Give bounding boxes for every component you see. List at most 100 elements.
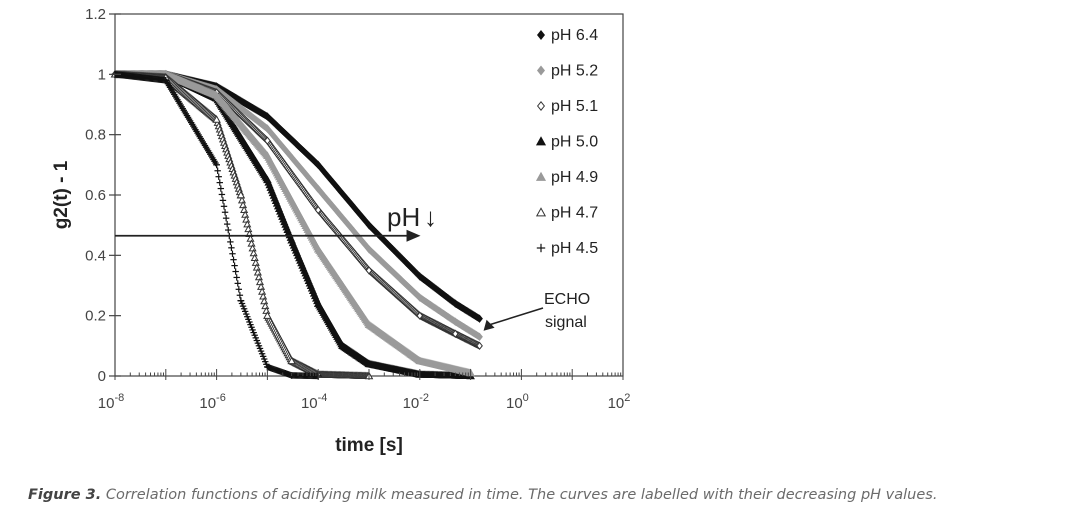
legend-label: pH 4.9 <box>551 169 598 186</box>
data-point <box>364 320 374 328</box>
data-point <box>236 292 244 299</box>
ph-arrowhead-icon <box>406 229 421 242</box>
caption-text: Correlation functions of acidifying milk… <box>101 487 938 503</box>
legend-item: pH 6.4 <box>536 27 598 44</box>
data-point <box>212 91 221 99</box>
legend-label: pH 4.5 <box>551 240 598 257</box>
legend-item: pH 4.7 <box>535 205 598 222</box>
data-point <box>216 179 223 186</box>
data-point <box>162 76 170 84</box>
figure-caption: Figure 3. Correlation functions of acidi… <box>28 487 1068 503</box>
data-point <box>219 197 227 204</box>
y-tick-label: 0.2 <box>85 308 106 325</box>
data-point <box>222 214 230 222</box>
data-point <box>451 317 459 326</box>
legend-label: pH 4.7 <box>551 205 598 222</box>
legend-marker <box>536 29 546 41</box>
data-point <box>214 167 221 174</box>
data-point <box>235 286 243 293</box>
echo-arrow-line <box>489 307 544 326</box>
data-point <box>264 112 271 121</box>
legend-label: pH 6.4 <box>551 27 598 44</box>
data-point <box>264 136 271 145</box>
data-point <box>364 359 374 368</box>
y-tick-label: 0.8 <box>85 127 106 144</box>
data-point <box>451 329 459 338</box>
data-marks <box>110 69 483 380</box>
series-pH-6_4 <box>111 70 483 323</box>
y-tick-label: 1.2 <box>85 6 106 23</box>
data-point <box>263 311 272 319</box>
data-point <box>236 190 246 199</box>
data-point <box>287 235 296 244</box>
data-point <box>416 311 424 320</box>
legend: pH 6.4 pH 5.2 pH 5.1 pH 5.0 pH 4.9 pH 4.7 pH 4… <box>535 27 598 257</box>
data-point <box>223 220 231 228</box>
legend-marker <box>536 100 546 112</box>
x-tick-label: 102 <box>608 392 631 412</box>
x-tick-label: 10-8 <box>98 392 124 412</box>
series-pH-5_2 <box>111 70 483 341</box>
x-tick-label: 10-2 <box>403 392 429 412</box>
data-point <box>233 274 240 281</box>
axes: 0 0.2 0.4 0.6 0.8 1 1.2 10-8 10-6 10-4 10-2 100 102 t… <box>51 6 630 456</box>
data-point <box>230 256 237 263</box>
data-point <box>415 356 425 365</box>
data-point <box>237 297 245 304</box>
data-point <box>313 299 323 307</box>
data-point <box>314 184 322 194</box>
y-tick-label: 0.4 <box>85 247 106 264</box>
data-point <box>476 332 483 341</box>
data-point <box>212 115 221 123</box>
data-point <box>476 314 483 323</box>
legend-item: pH 5.1 <box>536 98 598 115</box>
data-point <box>365 266 373 275</box>
legend-item: pH 4.5 <box>536 240 598 257</box>
legend-marker <box>535 136 547 146</box>
data-point <box>220 203 228 210</box>
y-tick-label: 1 <box>98 66 106 83</box>
legend-marker <box>536 65 546 76</box>
y-tick-label: 0 <box>98 368 106 385</box>
legend-label: pH 5.0 <box>551 134 598 151</box>
data-point <box>451 299 459 308</box>
data-point <box>476 341 483 351</box>
y-tick-label: 0.6 <box>85 187 106 204</box>
ph-down-arrow-icon: ↓ <box>424 202 437 232</box>
data-point <box>314 205 322 215</box>
echo-label-line2: signal <box>545 314 587 331</box>
data-point <box>287 356 296 365</box>
x-tick-label: 100 <box>506 392 529 412</box>
data-point <box>234 280 241 287</box>
data-point <box>231 262 238 269</box>
data-point <box>215 173 222 180</box>
legend-label: pH 5.1 <box>551 98 598 115</box>
data-point <box>213 161 220 169</box>
echo-label-line1: ECHO <box>544 291 590 308</box>
legend-marker <box>536 243 546 253</box>
ph-annotation: pH <box>387 202 420 232</box>
data-point <box>264 124 271 133</box>
annotations: pH ↓ ECHO signal <box>115 202 590 331</box>
data-point <box>221 209 229 216</box>
data-point <box>218 191 226 198</box>
data-point <box>227 238 234 246</box>
data-point <box>313 244 323 253</box>
echo-arrowhead-icon <box>483 319 495 331</box>
data-point <box>232 268 239 275</box>
data-point <box>365 245 373 254</box>
legend-marker <box>535 171 547 181</box>
legend-label: pH 5.2 <box>551 63 598 80</box>
chart-figure: 0 0.2 0.4 0.6 0.8 1 1.2 10-8 10-6 10-4 10-2 100 102 t… <box>51 6 630 456</box>
data-point <box>263 151 272 160</box>
data-point <box>229 250 236 257</box>
data-point <box>365 220 373 230</box>
data-point <box>225 226 232 234</box>
caption-label: Figure 3. <box>28 487 102 503</box>
x-axis-title: time [s] <box>335 435 403 456</box>
data-point <box>338 341 347 350</box>
data-point <box>228 244 235 252</box>
x-tick-label: 10-6 <box>199 392 225 412</box>
legend-item: pH 5.2 <box>536 63 598 80</box>
data-point <box>416 272 424 281</box>
